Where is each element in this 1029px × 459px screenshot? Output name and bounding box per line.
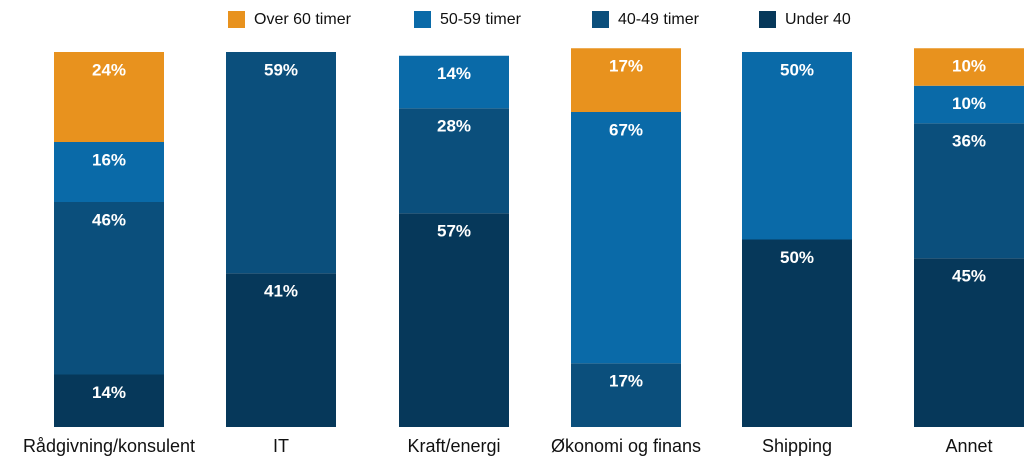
data-label: 24% [92, 60, 126, 79]
data-label: 45% [952, 267, 986, 286]
data-label: 57% [437, 222, 471, 241]
legend-label: Under 40 [785, 11, 851, 28]
bar-segment [226, 52, 336, 274]
bar-segment [914, 258, 1024, 427]
bar-segment [54, 374, 164, 427]
x-tick-label: Shipping [762, 436, 832, 456]
legend-label: Over 60 timer [254, 11, 352, 28]
bar-segment [571, 363, 681, 427]
data-label: 41% [264, 282, 298, 301]
bar-segment [226, 273, 336, 427]
data-label: 14% [92, 383, 126, 402]
data-label: 46% [92, 210, 126, 229]
bar-segment [742, 239, 852, 427]
bar-segment [54, 202, 164, 375]
data-label: 10% [952, 94, 986, 113]
legend-label: 50-59 timer [440, 11, 522, 28]
data-label: 50% [780, 248, 814, 267]
bar-segment [571, 112, 681, 364]
data-label: 67% [609, 120, 643, 139]
data-label: 59% [264, 60, 298, 79]
data-label: 36% [952, 132, 986, 151]
bar-segment [914, 48, 1024, 86]
bar-segment [399, 213, 509, 427]
bar-segment [399, 108, 509, 214]
data-label: 28% [437, 117, 471, 136]
data-label: 17% [609, 57, 643, 76]
bar-segment [914, 85, 1024, 124]
x-tick-label: Kraft/energi [407, 436, 500, 456]
legend-swatch [414, 11, 431, 28]
x-tick-label: Økonomi og finans [551, 436, 701, 456]
legend-label: 40-49 timer [618, 11, 700, 28]
bar-segment [54, 52, 164, 142]
bar-segment [914, 123, 1024, 259]
legend-swatch [228, 11, 245, 28]
x-tick-label: Annet [945, 436, 992, 456]
bar-segment [742, 52, 852, 240]
x-tick-label: Rådgivning/konsulent [23, 436, 195, 456]
x-tick-label: IT [273, 436, 289, 456]
data-label: 17% [609, 372, 643, 391]
legend-swatch [759, 11, 776, 28]
data-label: 16% [92, 150, 126, 169]
bar-segment [399, 55, 509, 109]
data-label: 10% [952, 57, 986, 76]
bar-segment [571, 48, 681, 112]
data-label: 14% [437, 64, 471, 83]
legend-swatch [592, 11, 609, 28]
data-label: 50% [780, 60, 814, 79]
bar-segment [54, 142, 164, 202]
